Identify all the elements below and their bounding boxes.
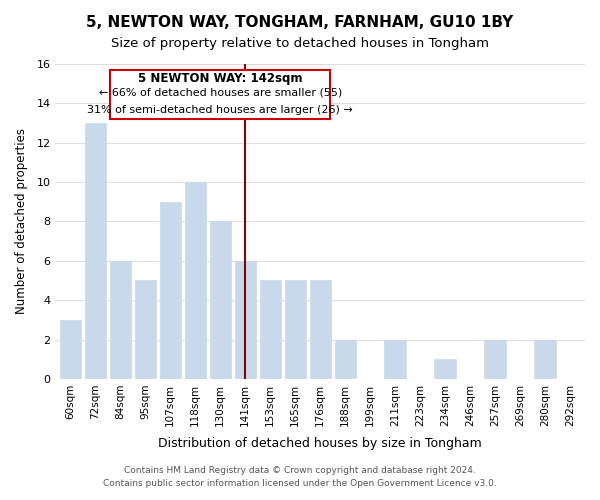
Text: ← 66% of detached houses are smaller (55): ← 66% of detached houses are smaller (55… — [98, 88, 342, 98]
Bar — [160, 202, 181, 379]
Bar — [535, 340, 556, 379]
Bar — [335, 340, 356, 379]
Bar — [110, 261, 131, 379]
Bar — [85, 123, 106, 379]
Bar — [235, 261, 256, 379]
Text: 31% of semi-detached houses are larger (26) →: 31% of semi-detached houses are larger (… — [88, 106, 353, 116]
Text: 5 NEWTON WAY: 142sqm: 5 NEWTON WAY: 142sqm — [138, 72, 302, 86]
Bar — [134, 280, 156, 379]
Text: Size of property relative to detached houses in Tongham: Size of property relative to detached ho… — [111, 38, 489, 51]
Bar — [185, 182, 206, 379]
Bar — [484, 340, 506, 379]
Bar — [385, 340, 406, 379]
X-axis label: Distribution of detached houses by size in Tongham: Distribution of detached houses by size … — [158, 437, 482, 450]
Bar — [310, 280, 331, 379]
Text: 5, NEWTON WAY, TONGHAM, FARNHAM, GU10 1BY: 5, NEWTON WAY, TONGHAM, FARNHAM, GU10 1B… — [86, 15, 514, 30]
Bar — [284, 280, 306, 379]
Y-axis label: Number of detached properties: Number of detached properties — [15, 128, 28, 314]
Bar — [209, 222, 231, 379]
Bar — [260, 280, 281, 379]
Bar — [434, 359, 456, 379]
Bar — [59, 320, 81, 379]
Text: Contains HM Land Registry data © Crown copyright and database right 2024.
Contai: Contains HM Land Registry data © Crown c… — [103, 466, 497, 487]
FancyBboxPatch shape — [110, 70, 330, 119]
